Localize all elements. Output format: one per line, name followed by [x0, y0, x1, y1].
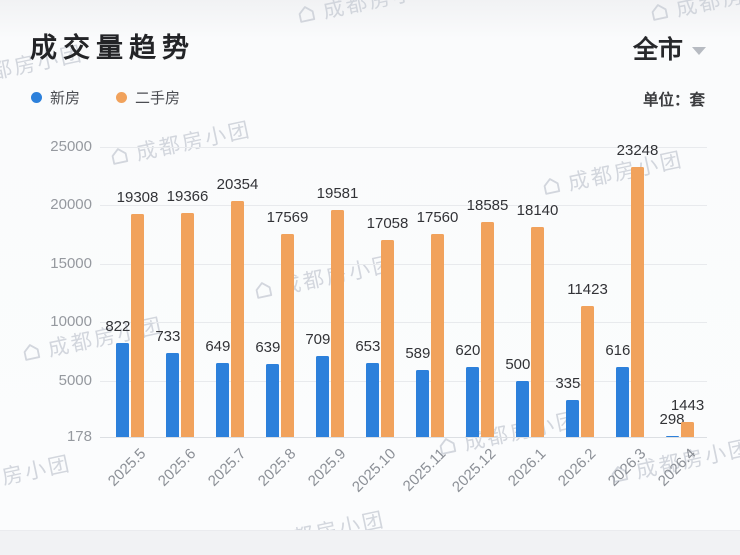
bar-resale-homes-2026.3[interactable]	[631, 167, 644, 437]
bar-new-homes-2025.12[interactable]	[465, 366, 479, 437]
value-label-resale-homes-2026.2: 11423	[567, 280, 608, 298]
region-selector-label: 全市	[632, 36, 683, 64]
value-label-new-homes-2025.9: 7093	[305, 331, 339, 349]
value-label-resale-homes-2026.1: 18140	[516, 202, 559, 220]
bar-new-homes-2025.8[interactable]	[265, 364, 279, 437]
bar-new-homes-2026.4[interactable]	[665, 435, 679, 437]
value-label-new-homes-2025.7: 6491	[205, 338, 239, 356]
bar-resale-homes-2025.9[interactable]	[331, 210, 344, 437]
y-axis-tick-10000: 10000	[50, 313, 92, 331]
y-axis-tick-178: 178	[66, 428, 92, 445]
gridline-15000	[100, 263, 707, 265]
bar-new-homes-2025.10[interactable]	[365, 362, 379, 437]
bar-new-homes-2025.11[interactable]	[415, 370, 429, 437]
chart-legend: 新房 二手房	[31, 87, 180, 108]
value-label-resale-homes-2026.4: 1443	[670, 397, 705, 415]
value-label-new-homes-2025.6: 7336	[155, 328, 189, 346]
bar-resale-homes-2025.10[interactable]	[381, 239, 394, 437]
value-label-new-homes-2025.11: 5898	[405, 345, 439, 363]
value-label-new-homes-2025.8: 6398	[255, 339, 289, 357]
bar-resale-homes-2025.7[interactable]	[231, 201, 244, 437]
legend-label-resale-homes: 二手房	[135, 90, 181, 107]
y-axis-tick-20000: 20000	[50, 196, 92, 214]
legend-dot-new-homes	[31, 92, 42, 103]
bar-resale-homes-2025.11[interactable]	[431, 233, 444, 437]
value-label-new-homes-2025.10: 6536	[355, 337, 389, 355]
y-axis-tick-15000: 15000	[50, 254, 92, 272]
value-label-new-homes-2026.1: 5007	[505, 355, 539, 373]
chevron-down-icon	[692, 46, 706, 55]
gridline-178	[100, 437, 707, 438]
gridline-10000	[100, 322, 707, 324]
bar-new-homes-2025.5[interactable]	[115, 342, 129, 437]
value-label-new-homes-2026.4: 298	[659, 410, 685, 428]
bar-resale-homes-2025.8[interactable]	[281, 233, 294, 437]
bar-resale-homes-2026.4[interactable]	[681, 422, 694, 437]
legend-label-new-homes: 新房	[50, 90, 81, 107]
value-label-resale-homes-2025.9: 19581	[316, 185, 359, 203]
value-label-resale-homes-2025.5: 19308	[116, 188, 159, 206]
bar-resale-homes-2025.5[interactable]	[131, 213, 144, 437]
value-label-resale-homes-2025.10: 17058	[366, 214, 409, 232]
bar-new-homes-2025.7[interactable]	[215, 363, 229, 437]
bar-resale-homes-2025.12[interactable]	[481, 221, 494, 437]
y-axis-tick-5000: 5000	[58, 371, 92, 389]
bar-new-homes-2025.9[interactable]	[315, 356, 329, 437]
bar-new-homes-2026.2[interactable]	[565, 399, 579, 437]
gridline-5000	[100, 380, 707, 382]
value-label-resale-homes-2025.11: 17560	[416, 208, 459, 226]
value-label-resale-homes-2025.6: 19366	[166, 187, 209, 205]
legend-item-new-homes[interactable]: 新房	[31, 87, 80, 108]
value-label-resale-homes-2025.7: 20354	[216, 176, 259, 194]
legend-item-resale-homes[interactable]: 二手房	[116, 87, 180, 108]
bottom-divider	[0, 530, 740, 555]
value-label-new-homes-2025.5: 8227	[105, 317, 139, 335]
bar-new-homes-2026.3[interactable]	[615, 367, 629, 437]
gridline-25000	[100, 147, 707, 148]
y-axis-tick-25000: 25000	[50, 138, 92, 155]
value-label-resale-homes-2025.8: 17569	[266, 208, 309, 226]
bar-resale-homes-2026.1[interactable]	[531, 227, 544, 437]
bar-resale-homes-2026.2[interactable]	[581, 305, 594, 437]
value-label-new-homes-2025.12: 6203	[455, 341, 489, 359]
bar-resale-homes-2025.6[interactable]	[181, 212, 194, 437]
value-label-resale-homes-2025.12: 18585	[466, 196, 509, 214]
value-label-resale-homes-2026.3: 23248	[616, 142, 659, 160]
legend-dot-resale-homes	[116, 92, 128, 103]
region-selector[interactable]: 全市	[633, 30, 706, 66]
gridline-20000	[100, 205, 707, 207]
value-label-new-homes-2026.3: 6165	[605, 342, 639, 360]
bar-new-homes-2025.6[interactable]	[165, 353, 179, 437]
bar-new-homes-2026.1[interactable]	[515, 380, 529, 437]
value-label-new-homes-2026.2: 3354	[555, 374, 589, 392]
